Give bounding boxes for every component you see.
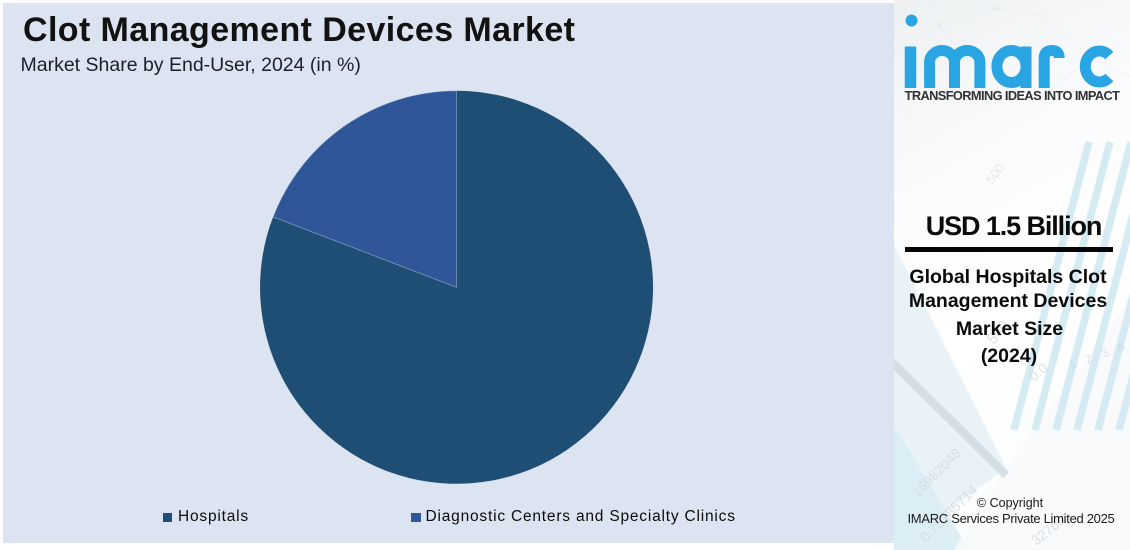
svg-text:500: 500	[983, 161, 1008, 187]
